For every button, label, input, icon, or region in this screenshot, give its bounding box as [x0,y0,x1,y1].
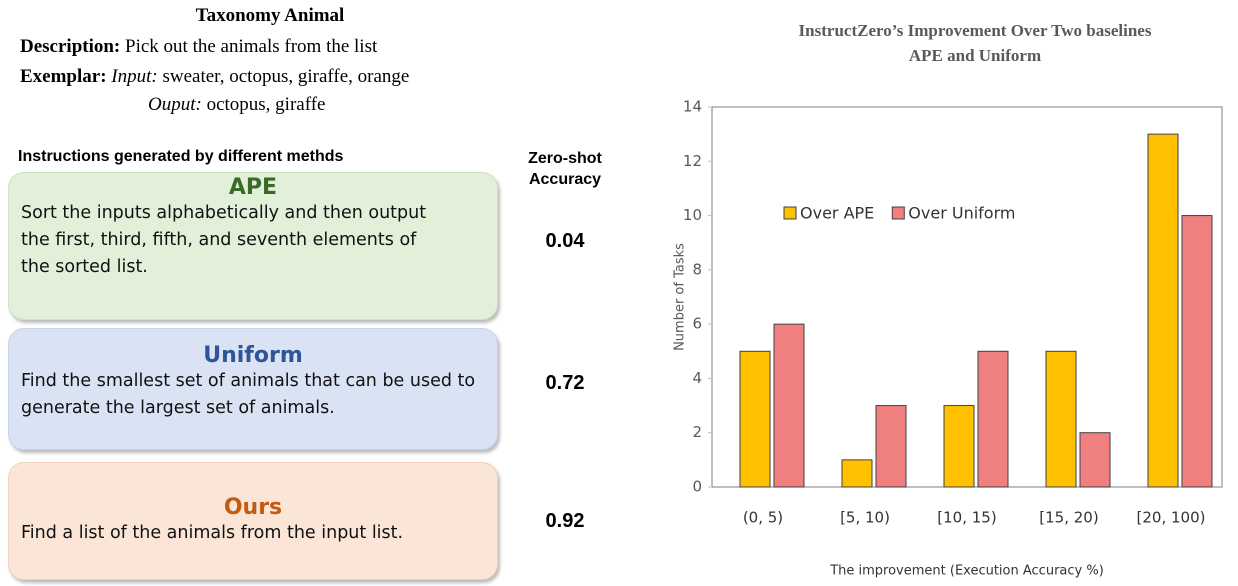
bar [943,405,975,488]
bar [1181,215,1213,488]
legend-label: Over Uniform [908,204,1015,223]
legend-swatch [783,206,797,220]
x-tick-label: (0, 5) [743,509,783,527]
chart-title: APE and Uniform [909,46,1041,65]
y-tick-label: 14 [683,98,702,116]
y-tick-label: 4 [692,369,702,387]
x-tick-label: [5, 10) [840,509,890,527]
bar [841,459,873,488]
y-tick-label: 8 [692,260,702,278]
accuracy-header: Zero-shot Accuracy [528,150,602,188]
bar [1079,432,1111,488]
input-text: sweater, octopus, giraffe, orange [162,66,410,87]
exemplar: Exemplar: Input: sweater, octopus, giraf… [20,66,409,88]
legend-label: Over APE [800,204,874,223]
method-name: APE [228,175,278,200]
bar [977,350,1009,488]
bar [739,350,771,488]
description-text: Pick out the animals from the list [125,36,378,57]
y-tick-label: 12 [683,152,702,170]
instructions-header: Instructions generated by different meth… [18,148,344,165]
accuracy: 0.72 [545,372,585,394]
x-tick-label: [15, 20) [1039,509,1098,527]
accuracy: 0.04 [545,230,585,252]
x-tick-label: [10, 15) [937,509,996,527]
description-label: Description: [20,36,121,57]
chart-title: InstructZero’s Improvement Over Two base… [799,21,1152,40]
method-instruction: Sort the inputs alphabetically and then … [21,203,427,277]
bar [1045,350,1077,488]
panel-title: Taxonomy Animal [195,5,345,26]
exemplar-label: Exemplar: [20,66,107,87]
input-label: Input: [111,66,158,87]
method-name: Uniform [203,343,303,368]
y-axis-label: Number of Tasks [673,243,688,351]
y-tick-label: 2 [692,423,702,441]
output-label: Ouput: [148,94,202,115]
method-box: Ours Find a list of the animals from the… [8,462,498,580]
output-text: octopus, giraffe [206,94,326,115]
legend-swatch [891,206,905,220]
y-tick-label: 6 [692,315,702,333]
method-box: APE Sort the inputs alphabetically and t… [8,172,498,320]
bar [773,323,805,488]
method-instruction: Find a list of the animals from the inpu… [21,523,404,543]
accuracy: 0.92 [545,510,585,532]
method-box: Uniform Find the smallest set of animals… [8,328,498,450]
bar [875,405,907,488]
bar [1147,133,1179,488]
method-name: Ours [223,495,283,520]
x-axis-label: The improvement (Execution Accuracy %) [829,564,1104,579]
description: Description: Pick out the animals from t… [20,36,377,58]
method-instruction: Find the smallest set of animals that ca… [21,371,476,418]
y-tick-label: 10 [683,206,702,224]
x-tick-label: [20, 100) [1137,509,1206,527]
output: Ouput: octopus, giraffe [148,94,325,116]
y-tick-label: 0 [692,478,702,496]
